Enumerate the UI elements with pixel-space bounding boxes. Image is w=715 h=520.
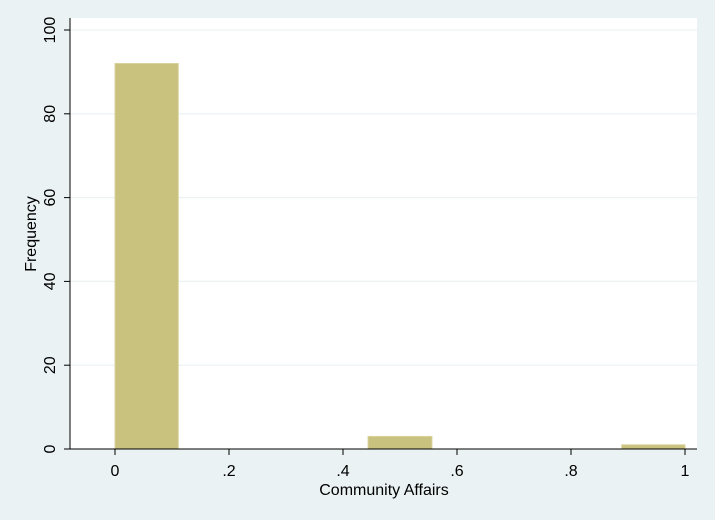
bar-2 — [621, 444, 686, 450]
x-tick-label-0: 0 — [111, 463, 120, 480]
axes — [69, 18, 697, 450]
y-tick-label-4: 80 — [42, 105, 59, 123]
bars — [114, 63, 686, 450]
y-tick-label-0: 0 — [42, 444, 59, 453]
x-tick-label-1: .2 — [222, 463, 235, 480]
y-tick-label-1: 20 — [42, 356, 59, 374]
bar-1 — [367, 435, 433, 450]
y-tick-label-5: 100 — [42, 17, 59, 44]
ticks: 0 20 40 60 80 100 0 .2 .4 .6 .8 1 — [42, 17, 690, 480]
x-tick-label-4: .8 — [564, 463, 577, 480]
y-tick-label-3: 60 — [42, 189, 59, 207]
x-tick-label-2: .4 — [336, 463, 349, 480]
bar-0 — [114, 63, 179, 450]
x-tick-label-3: .6 — [450, 463, 463, 480]
y-axis-title: Frequency — [23, 196, 40, 272]
x-tick-label-5: 1 — [681, 463, 690, 480]
x-axis-title: Community Affairs — [319, 482, 449, 499]
y-tick-label-2: 40 — [42, 272, 59, 290]
